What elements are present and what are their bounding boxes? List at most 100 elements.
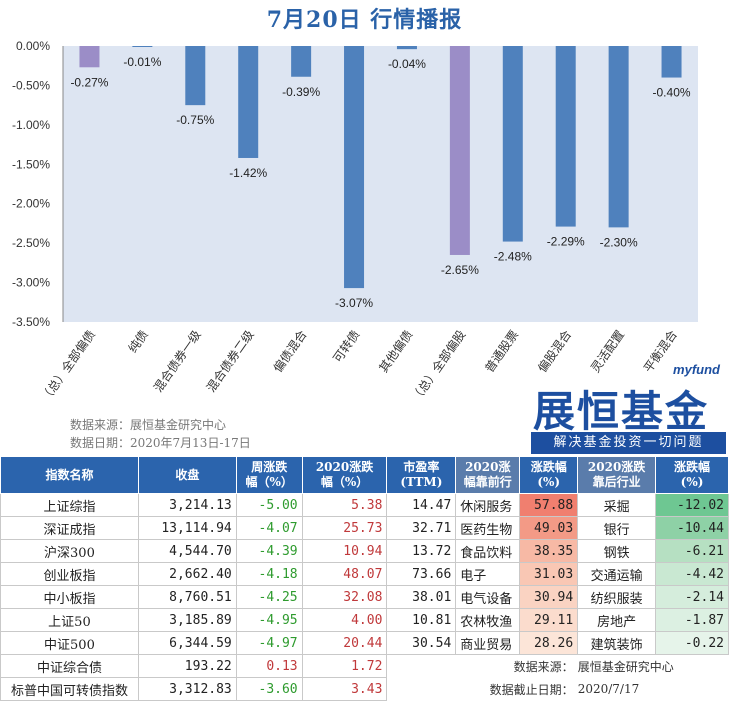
table-cell: 32.08 — [301, 585, 388, 609]
table-cell: 49.03 — [519, 516, 579, 540]
table-row: 深证成指 13,114.94 -4.07 25.73 32.71 医药生物 49.03 银行 -… — [0, 516, 729, 540]
table-row: 沪深300 4,544.70 -4.39 10.94 13.72 食品饮料 38.35 钢铁 -… — [0, 539, 729, 563]
data-source-note: 数据来源：展恒基金研究中心 — [70, 418, 227, 432]
footer-date-value: 2020/7/17 — [577, 682, 640, 696]
bar — [661, 46, 682, 78]
x-category-label: 偏债混合 — [270, 327, 310, 375]
footer-source-label: 数据来源： — [513, 659, 574, 674]
table-cell: 深证成指 — [0, 516, 139, 540]
data-label: -0.75% — [176, 113, 214, 127]
data-label: -0.04% — [388, 57, 426, 71]
table-cell: 食品饮料 — [455, 539, 521, 563]
data-label: -0.39% — [282, 85, 320, 99]
table-cell: 28.26 — [519, 631, 579, 655]
table-cell: 38.35 — [519, 539, 579, 563]
column-header: 指数名称 — [0, 456, 139, 494]
table-cell: 6,344.59 — [137, 631, 237, 655]
table-cell: 采掘 — [577, 493, 657, 517]
bar — [344, 46, 365, 289]
y-tick-label: -0.50% — [12, 78, 50, 92]
table-cell: 上证综指 — [0, 493, 139, 517]
table-cell: 3,214.13 — [137, 493, 237, 517]
y-tick-label: -1.50% — [12, 157, 50, 171]
table-row: 创业板指 2,662.40 -4.18 48.07 73.66 电子 31.03 交通运输 -4… — [0, 562, 729, 586]
table-cell: 20.44 — [301, 631, 388, 655]
table-cell: 电子 — [455, 562, 521, 586]
table-cell: -0.22 — [655, 631, 729, 655]
table-cell: 8,760.51 — [137, 585, 237, 609]
table-cell: 3,312.83 — [137, 677, 237, 701]
bar — [608, 46, 629, 228]
x-category-label: 其他偏债 — [376, 327, 416, 375]
x-category-label: 混合债券一级 — [150, 327, 204, 395]
column-header: 周涨跌 幅（%） — [235, 456, 303, 494]
data-label: -2.30% — [600, 235, 638, 249]
table-cell: -1.87 — [655, 608, 729, 632]
table-cell: 31.03 — [519, 562, 579, 586]
data-label: -2.65% — [441, 263, 479, 277]
bar — [449, 46, 470, 255]
table-cell: -12.02 — [655, 493, 729, 517]
column-header: 2020涨跌 靠后行业 — [577, 456, 657, 494]
table-cell: 57.88 — [519, 493, 579, 517]
logo-small-text: myfund — [673, 362, 720, 377]
table-cell: -4.95 — [235, 608, 303, 632]
column-header: 市盈率 (TTM) — [386, 456, 457, 494]
table-cell: 193.22 — [137, 654, 237, 678]
bar — [291, 46, 312, 77]
table-cell: -4.39 — [235, 539, 303, 563]
table-body: 上证综指 3,214.13 -5.00 5.38 14.47 休闲服务 57.88 采掘 -12… — [0, 493, 729, 701]
column-header: 涨跌幅 (%) — [655, 456, 729, 494]
bar — [396, 46, 417, 50]
table-cell: 10.94 — [301, 539, 388, 563]
data-label: -1.42% — [229, 166, 267, 180]
table-cell: 13.72 — [386, 539, 457, 563]
table-cell: -4.25 — [235, 585, 303, 609]
table-cell: -4.42 — [655, 562, 729, 586]
page-title: 7月20日 行情播报 — [266, 7, 463, 33]
x-category-label: 可转债 — [330, 327, 363, 365]
table-cell: -6.21 — [655, 539, 729, 563]
table-cell: 10.81 — [386, 608, 457, 632]
table-cell: 建筑装饰 — [577, 631, 657, 655]
market-table: 指数名称 收盘 周涨跌 幅（%） 2020涨跌 幅（%） 市盈率 (TTM) 2020涨 … — [0, 456, 729, 701]
table-cell: 25.73 — [301, 516, 388, 540]
table-row: 中证综合债 193.22 0.13 1.72 数据来源： 展恒基金研究中心 — [0, 654, 729, 678]
table-cell: 32.71 — [386, 516, 457, 540]
table-cell: 交通运输 — [577, 562, 657, 586]
footer-source-value: 展恒基金研究中心 — [577, 659, 674, 674]
column-header: 2020涨 幅靠前行 — [455, 456, 521, 494]
data-label: -2.29% — [547, 235, 585, 249]
table-cell: 5.38 — [301, 493, 388, 517]
bar — [502, 46, 523, 242]
table-cell: 房地产 — [577, 608, 657, 632]
data-label: -3.07% — [335, 296, 373, 310]
table-cell: 纺织服装 — [577, 585, 657, 609]
bar-chart: 0.00% -0.50% -1.00% -1.50% -2.00% -2.50% -3.00… — [12, 39, 698, 405]
table-cell: 73.66 — [386, 562, 457, 586]
table-cell: 电气设备 — [455, 585, 521, 609]
table-cell: 休闲服务 — [455, 493, 521, 517]
table-cell: 上证50 — [0, 608, 139, 632]
table-header-row: 指数名称 收盘 周涨跌 幅（%） 2020涨跌 幅（%） 市盈率 (TTM) 2020涨 … — [0, 456, 729, 494]
column-header: 2020涨跌 幅（%） — [301, 456, 388, 494]
x-category-label: 混合债券二级 — [203, 327, 257, 395]
brand-logo: myfund 展恒基金 解决基金投资一切问题 — [531, 362, 726, 454]
table-cell: -3.60 — [235, 677, 303, 701]
table-cell: 30.54 — [386, 631, 457, 655]
y-tick-label: -2.50% — [12, 236, 50, 250]
table-cell: 4,544.70 — [137, 539, 237, 563]
bar — [238, 46, 259, 158]
column-header: 收盘 — [137, 456, 237, 494]
table-cell: -10.44 — [655, 516, 729, 540]
table-cell: 农林牧渔 — [455, 608, 521, 632]
table-cell: 0.13 — [235, 654, 303, 678]
table-cell: -4.97 — [235, 631, 303, 655]
chart-notes: 数据来源：展恒基金研究中心 数据日期：2020年7月13日-17日 — [70, 416, 251, 452]
data-label: -2.48% — [494, 250, 532, 264]
table-cell: 29.11 — [519, 608, 579, 632]
table-cell: -4.07 — [235, 516, 303, 540]
table-cell: 3,185.89 — [137, 608, 237, 632]
data-label: -0.27% — [70, 75, 108, 89]
table-cell: 2,662.40 — [137, 562, 237, 586]
